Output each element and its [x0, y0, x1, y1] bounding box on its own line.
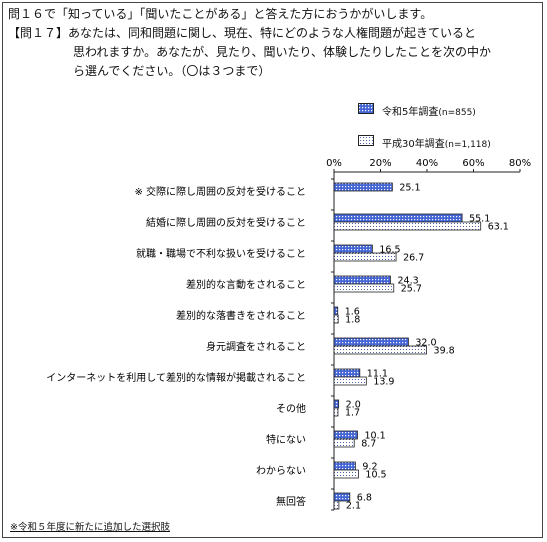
category-label: その他 — [276, 402, 306, 415]
value-label-r5: 2.0 — [346, 400, 361, 411]
bar-h30 — [333, 500, 340, 510]
category-label: 身元調査をされること — [206, 340, 306, 353]
value-label-h30: 1.8 — [345, 315, 360, 326]
value-label-h30: 2.1 — [346, 501, 361, 512]
value-label-r5: 10.1 — [364, 431, 385, 442]
bar-r5 — [333, 213, 463, 223]
bar-r5 — [333, 337, 409, 347]
x-tick-label: 60% — [462, 158, 484, 169]
question-text-3: ら選んでください。（〇は３つまで） — [73, 64, 271, 78]
value-label-r5: 11.1 — [367, 369, 388, 380]
question-text-2: 思われますか。あなたが、見たり、聞いたり、体験したりしたことを次の中か — [73, 45, 491, 59]
category-label: 無回答 — [276, 495, 306, 508]
bar-r5 — [333, 182, 393, 192]
bar-h30 — [333, 345, 427, 355]
bar-r5 — [333, 399, 340, 409]
bar-r5 — [333, 275, 391, 285]
value-label-h30: 1.7 — [345, 408, 360, 419]
bar-r5 — [333, 368, 361, 378]
x-tick-label: 80% — [509, 158, 531, 169]
value-label-h30: 8.7 — [361, 439, 376, 450]
value-label-h30: 13.9 — [373, 377, 394, 388]
value-label-h30: 63.1 — [488, 222, 509, 233]
bar-r5 — [333, 306, 339, 316]
category-label: インターネットを利用して差別的な情報が掲載されること — [46, 371, 306, 384]
category-label: 就職・職場で不利な扱いを受けること — [136, 247, 306, 260]
bar-h30 — [333, 221, 482, 231]
question-intro: 問１６で「知っている」「聞いたことがある」と答えた方におうかがいします。 — [8, 7, 433, 21]
value-label-r5: 55.1 — [469, 214, 490, 225]
value-label-r5: 6.8 — [357, 493, 372, 504]
value-label-r5: 24.3 — [397, 276, 418, 287]
bar-h30 — [333, 252, 397, 262]
bar-h30 — [333, 407, 339, 417]
category-label: わからない — [256, 465, 306, 477]
legend-label-r5: 令和5年調査(n=855) — [382, 107, 476, 118]
bar-r5 — [333, 430, 358, 440]
category-label: 差別的な言動をされること — [186, 278, 306, 291]
value-label-h30: 26.7 — [403, 253, 424, 264]
legend-swatch-r5 — [358, 103, 374, 114]
category-label: 特にない — [266, 434, 306, 446]
legend-label-h30: 平成30年調査(n=1,118) — [382, 139, 491, 150]
footnote: ※令和５年度に新たに追加した選択肢 — [10, 522, 170, 533]
category-label: 結婚に際し周囲の反対を受けること — [146, 216, 306, 229]
bar-h30 — [333, 376, 367, 386]
value-label-h30: 10.5 — [365, 470, 386, 481]
bar-h30 — [333, 469, 359, 479]
x-tick-label: 20% — [369, 158, 391, 169]
bar-r5 — [333, 244, 373, 254]
category-label: 差別的な落書きをされること — [176, 309, 306, 322]
category-label: ※ 交際に際し周囲の反対を受けること — [134, 185, 306, 198]
value-label-h30: 25.7 — [401, 284, 422, 295]
bar-h30 — [333, 314, 339, 324]
question-title: 【問１７】あなたは、同和問題に関し、現在、特にどのような人権問題が起きていると — [8, 26, 477, 40]
bar-r5 — [333, 461, 356, 471]
value-label-r5: 9.2 — [362, 462, 377, 473]
chart-frame — [2, 2, 543, 538]
value-label-h30: 39.8 — [434, 346, 455, 357]
value-label-r5: 16.5 — [379, 245, 400, 256]
value-label-r5: 25.1 — [399, 183, 420, 194]
bar-r5 — [333, 492, 351, 502]
legend-swatch-h30 — [358, 135, 374, 146]
bar-h30 — [333, 283, 395, 293]
value-label-r5: 32.0 — [415, 338, 436, 349]
bar-h30 — [333, 438, 355, 448]
x-tick-label: 40% — [416, 158, 438, 169]
value-label-r5: 1.6 — [345, 307, 360, 318]
x-tick-label: 0% — [326, 158, 342, 169]
